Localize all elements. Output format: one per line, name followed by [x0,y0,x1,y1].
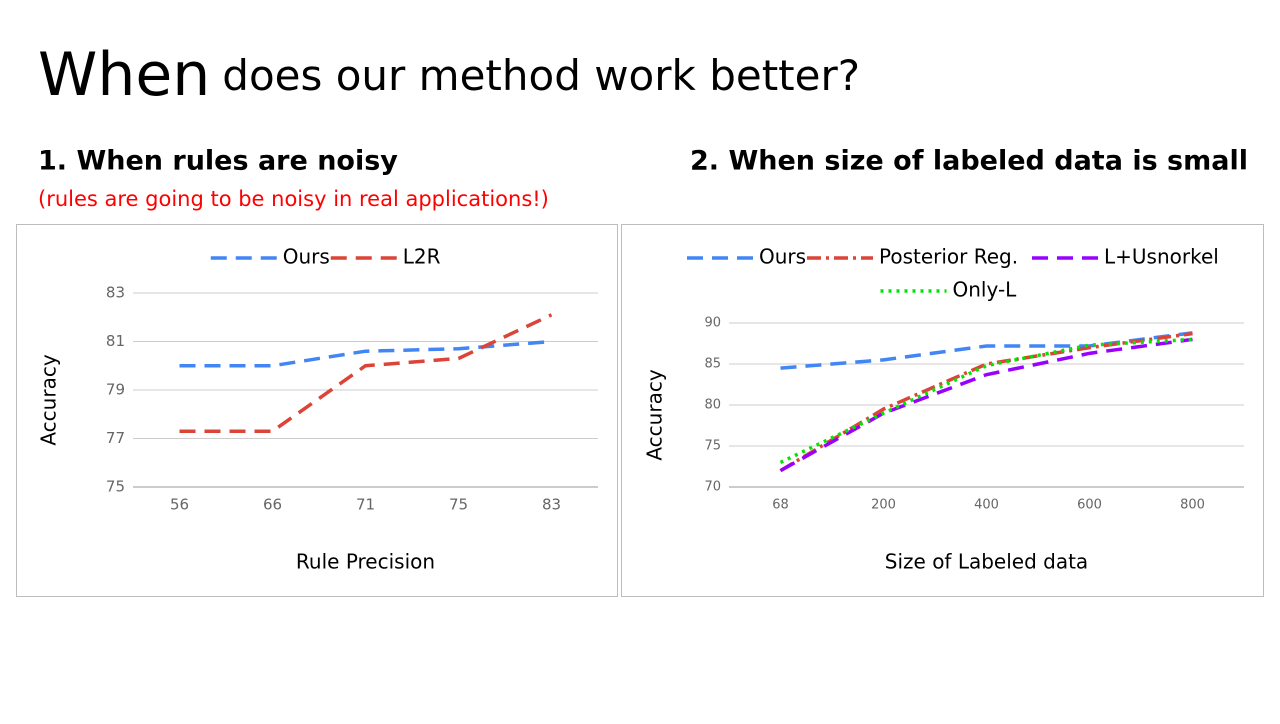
series-line [779,337,1193,473]
legend-label: Ours [759,245,806,269]
legend-label: Only-L [953,278,1018,302]
x-tick-label: 56 [170,496,189,514]
x-tick-label: 800 [1180,498,1205,513]
x-tick-label: 75 [449,496,468,514]
y-tick-label: 85 [704,357,721,372]
legend-label: Posterior Reg. [879,245,1018,269]
series-line [179,339,552,368]
title: When does our method work better? [38,40,860,110]
x-tick-label: 400 [974,498,999,513]
x-tick-label: 71 [356,496,375,514]
chart: 75 77 79 81 83 56 66 71 75 83 Rule Precision Accura… [16,224,618,597]
title-rest: does our method work better? [222,51,860,100]
y-tick-label: 75 [704,439,721,454]
title-main: When [38,40,210,110]
legend-label: L+Usnorkel [1104,245,1219,269]
y-axis-label: Accuracy [643,369,667,460]
x-tick-label: 600 [1077,498,1102,513]
section-heading: 1. When rules are noisy [38,146,398,177]
series-line [779,331,1193,473]
series-line [780,331,1193,370]
y-tick-label: 79 [106,381,125,399]
x-axis-label: Size of Labeled data [885,550,1088,574]
legend-label: L2R [403,245,441,269]
x-tick-label: 200 [871,498,896,513]
x-tick-label: 66 [263,496,282,514]
chart-frame [16,224,618,597]
y-tick-label: 75 [106,478,125,496]
section-heading: 2. When size of labeled data is small [690,146,1248,177]
y-tick-label: 81 [106,332,125,350]
chart: 70 75 80 85 90 68 200 400 600 800 Size of Labeled … [621,224,1264,597]
y-tick-label: 90 [704,316,721,331]
x-tick-label: 83 [542,496,561,514]
y-tick-label: 70 [704,480,721,495]
legend-label: Ours [283,245,330,269]
y-tick-label: 80 [704,398,721,413]
y-tick-label: 83 [106,284,125,302]
series-line [179,313,553,433]
x-axis-label: Rule Precision [296,550,435,574]
section-note: (rules are going to be noisy in real app… [38,187,549,211]
x-tick-label: 68 [772,498,789,513]
y-axis-label: Accuracy [37,354,61,445]
y-tick-label: 77 [106,429,125,447]
chart-frame [621,224,1264,597]
